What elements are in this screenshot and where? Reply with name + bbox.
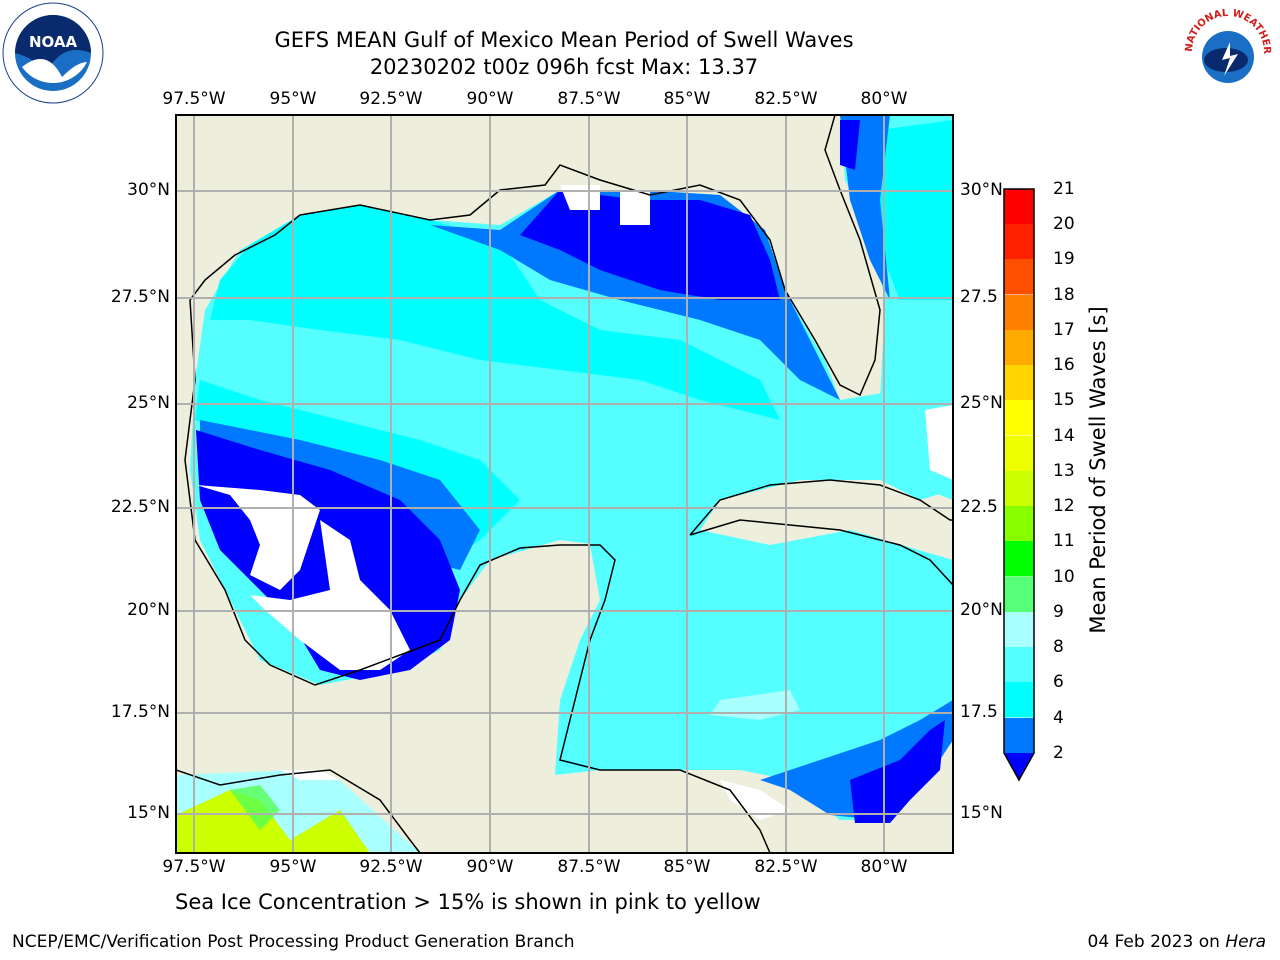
lon-label-top: 87.5°W <box>557 89 621 109</box>
chart-title: GEFS MEAN Gulf of Mexico Mean Period of … <box>274 28 854 52</box>
lon-label-top: 90°W <box>466 89 514 109</box>
nws-logo: NATIONAL WEATHER SERVICE <box>1178 2 1276 100</box>
colorbar-tick: 20 <box>1053 214 1075 234</box>
lat-label-right: 20°N <box>960 600 1003 620</box>
colorbar-tick: 4 <box>1053 708 1064 728</box>
colorbar-tick: 14 <box>1053 426 1075 446</box>
lon-label-bottom: 82.5°W <box>754 857 818 877</box>
colorbar-tick: 9 <box>1053 602 1064 622</box>
lat-label-left: 15°N <box>127 803 170 823</box>
lon-label-bottom: 80°W <box>860 857 908 877</box>
lon-label-bottom: 85°W <box>663 857 711 877</box>
colorbar-tick: 10 <box>1053 567 1075 587</box>
lon-label-bottom: 95°W <box>269 857 317 877</box>
deep-blue-atlantic <box>840 120 860 170</box>
lat-label-right: 27.5 <box>960 287 998 307</box>
noaa-logo: NOAA <box>2 2 104 104</box>
no-swell-campeche <box>196 485 410 670</box>
lat-label-right: 30°N <box>960 180 1003 200</box>
colorbar-tick: 15 <box>1053 390 1075 410</box>
no-swell-east-pacific <box>280 770 340 780</box>
colorbar-tick: 8 <box>1053 637 1064 657</box>
deep-blue-caribbean <box>850 720 945 823</box>
caribbean-water <box>555 530 953 820</box>
cyan-band-north <box>210 205 780 420</box>
chart-subtitle: 20230202 t00z 096h fcst Max: 13.37 <box>369 55 759 79</box>
coastline-cuba <box>689 479 953 586</box>
deep-blue-northeast <box>520 190 780 300</box>
colorbar-tick: 2 <box>1053 743 1064 763</box>
lat-label-left: 30°N <box>127 180 170 200</box>
graticule <box>176 115 953 853</box>
footer-host: Hera <box>1225 932 1266 952</box>
colorbar-tick: 12 <box>1053 496 1075 516</box>
cyan-band-atlantic <box>880 120 953 300</box>
lon-label-bottom: 97.5°W <box>162 857 226 877</box>
colorbar-tick: 16 <box>1053 355 1075 375</box>
lat-label-left: 22.5°N <box>110 497 170 517</box>
lon-label-bottom: 92.5°W <box>359 857 423 877</box>
lat-label-left: 20°N <box>127 600 170 620</box>
map-frame <box>175 114 954 854</box>
colorbar-tick: 17 <box>1053 320 1075 340</box>
lat-label-right: 25°N <box>960 393 1003 413</box>
colorbar-tick: 21 <box>1053 179 1075 199</box>
lat-label-right: 17.5 <box>960 702 998 722</box>
lat-label-left: 27.5°N <box>110 287 170 307</box>
colorbar-tick: 11 <box>1053 531 1075 551</box>
lat-label-left: 25°N <box>127 393 170 413</box>
lon-label-bottom: 90°W <box>466 857 514 877</box>
footer-credit: NCEP/EMC/Verification Post Processing Pr… <box>12 932 575 952</box>
no-swell-northern-gulf <box>560 185 650 225</box>
colorbar-tick: 6 <box>1053 672 1064 692</box>
colorbar-tick: 19 <box>1053 249 1075 269</box>
coastline-mexico <box>184 299 771 853</box>
lat-label-right: 22.5 <box>960 497 998 517</box>
colorbar <box>1003 188 1035 782</box>
lon-label-bottom: 87.5°W <box>557 857 621 877</box>
colorbar-tick: 18 <box>1053 285 1075 305</box>
lat-label-right: 15°N <box>960 803 1003 823</box>
noaa-logo-text: NOAA <box>29 33 78 51</box>
footer-date: 04 Feb 2023 on Hera <box>1088 932 1266 952</box>
pacific-high-period <box>176 790 370 853</box>
no-swell-honduras <box>720 780 790 820</box>
pacific-green-band <box>230 785 280 830</box>
no-swell-bahamas <box>925 405 953 480</box>
lon-label-top: 82.5°W <box>754 89 818 109</box>
footer-date-text: 04 Feb 2023 on <box>1087 932 1226 952</box>
lon-label-top: 97.5°W <box>162 89 226 109</box>
colorbar-label: Mean Period of Swell Waves [s] <box>1086 306 1110 634</box>
lon-label-top: 95°W <box>269 89 317 109</box>
sea-ice-note: Sea Ice Concentration > 15% is shown in … <box>175 890 761 914</box>
lat-label-left: 17.5°N <box>110 702 170 722</box>
coastline-central-america <box>176 769 421 853</box>
colorbar-tick: 13 <box>1053 461 1075 481</box>
lon-label-top: 85°W <box>663 89 711 109</box>
lon-label-top: 80°W <box>860 89 908 109</box>
lon-label-top: 92.5°W <box>359 89 423 109</box>
